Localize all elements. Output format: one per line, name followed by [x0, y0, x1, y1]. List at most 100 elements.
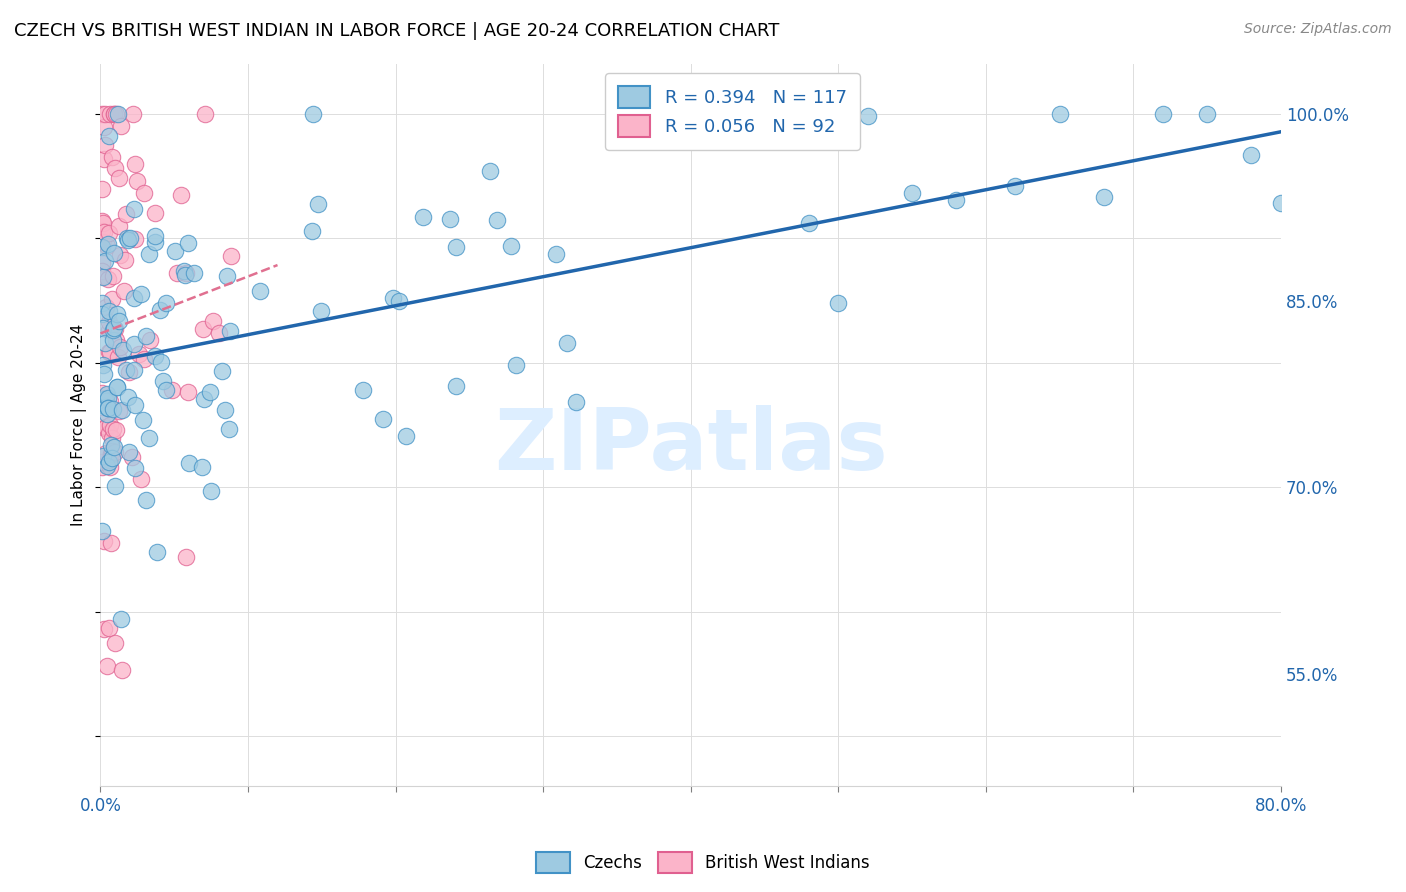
- Point: [105, 307, 128, 321]
- Point: [112, 284, 135, 298]
- Point: [555, 336, 578, 351]
- Point: [104, 321, 127, 335]
- Point: [110, 612, 132, 626]
- Point: [105, 423, 128, 437]
- Point: [97, 454, 120, 468]
- Point: [174, 268, 197, 282]
- Point: [129, 287, 152, 301]
- Point: [118, 365, 141, 379]
- Point: [91, 358, 114, 372]
- Point: [90, 455, 112, 469]
- Point: [103, 636, 125, 650]
- Point: [439, 212, 461, 227]
- Point: [143, 235, 166, 249]
- Point: [177, 236, 200, 251]
- Point: [91, 449, 114, 463]
- Point: [101, 333, 124, 347]
- Point: [122, 202, 145, 216]
- Point: [105, 380, 128, 394]
- Point: [138, 246, 160, 260]
- Point: [353, 383, 375, 397]
- Legend: Czechs, British West Indians: Czechs, British West Indians: [530, 846, 876, 880]
- Point: [101, 269, 124, 284]
- Point: [827, 296, 849, 310]
- Point: [91, 235, 114, 250]
- Point: [124, 398, 146, 412]
- Point: [91, 524, 114, 538]
- Point: [97, 401, 120, 415]
- Point: [93, 622, 115, 636]
- Point: [96, 407, 118, 421]
- Point: [163, 244, 186, 258]
- Point: [101, 422, 124, 436]
- Legend: R = 0.394   N = 117, R = 0.056   N = 92: R = 0.394 N = 117, R = 0.056 N = 92: [605, 73, 859, 150]
- Point: [125, 174, 148, 188]
- Point: [1240, 148, 1263, 162]
- Point: [117, 390, 139, 404]
- Point: [94, 420, 117, 434]
- Point: [121, 450, 143, 464]
- Point: [91, 321, 114, 335]
- Point: [394, 429, 416, 443]
- Point: [93, 107, 115, 121]
- Point: [307, 196, 329, 211]
- Point: [124, 232, 146, 246]
- Point: [98, 314, 121, 328]
- Point: [91, 270, 114, 285]
- Point: [94, 394, 117, 409]
- Point: [1049, 107, 1071, 121]
- Point: [96, 239, 118, 253]
- Point: [93, 533, 115, 548]
- Point: [124, 157, 146, 171]
- Point: [98, 394, 121, 409]
- Point: [381, 291, 404, 305]
- Point: [177, 384, 200, 399]
- Point: [115, 207, 138, 221]
- Point: [104, 479, 127, 493]
- Point: [108, 171, 131, 186]
- Point: [200, 483, 222, 498]
- Point: [107, 314, 129, 328]
- Point: [103, 320, 125, 334]
- Point: [388, 293, 411, 308]
- Point: [108, 340, 131, 354]
- Point: [90, 107, 112, 121]
- Point: [191, 459, 214, 474]
- Point: [1152, 107, 1174, 121]
- Point: [90, 213, 112, 227]
- Point: [219, 249, 242, 263]
- Point: [90, 296, 112, 310]
- Point: [91, 307, 114, 321]
- Point: [101, 451, 124, 466]
- Point: [90, 459, 112, 474]
- Point: [444, 240, 467, 254]
- Point: [486, 212, 509, 227]
- Point: [107, 350, 129, 364]
- Point: [373, 412, 395, 426]
- Point: [134, 186, 156, 200]
- Point: [152, 374, 174, 388]
- Point: [115, 231, 138, 245]
- Point: [100, 344, 122, 359]
- Point: [97, 401, 120, 415]
- Point: [98, 621, 121, 635]
- Point: [101, 323, 124, 337]
- Text: Source: ZipAtlas.com: Source: ZipAtlas.com: [1244, 22, 1392, 37]
- Y-axis label: In Labor Force | Age 20-24: In Labor Force | Age 20-24: [72, 324, 87, 526]
- Point: [565, 395, 588, 409]
- Point: [149, 303, 172, 318]
- Point: [139, 333, 162, 347]
- Point: [90, 268, 112, 283]
- Point: [98, 303, 121, 318]
- Point: [98, 459, 121, 474]
- Point: [100, 293, 122, 307]
- Point: [90, 256, 112, 270]
- Point: [198, 384, 221, 399]
- Point: [143, 206, 166, 220]
- Point: [101, 431, 124, 445]
- Point: [218, 422, 240, 436]
- Point: [94, 253, 117, 268]
- Point: [143, 229, 166, 244]
- Point: [132, 412, 155, 426]
- Point: [132, 352, 155, 367]
